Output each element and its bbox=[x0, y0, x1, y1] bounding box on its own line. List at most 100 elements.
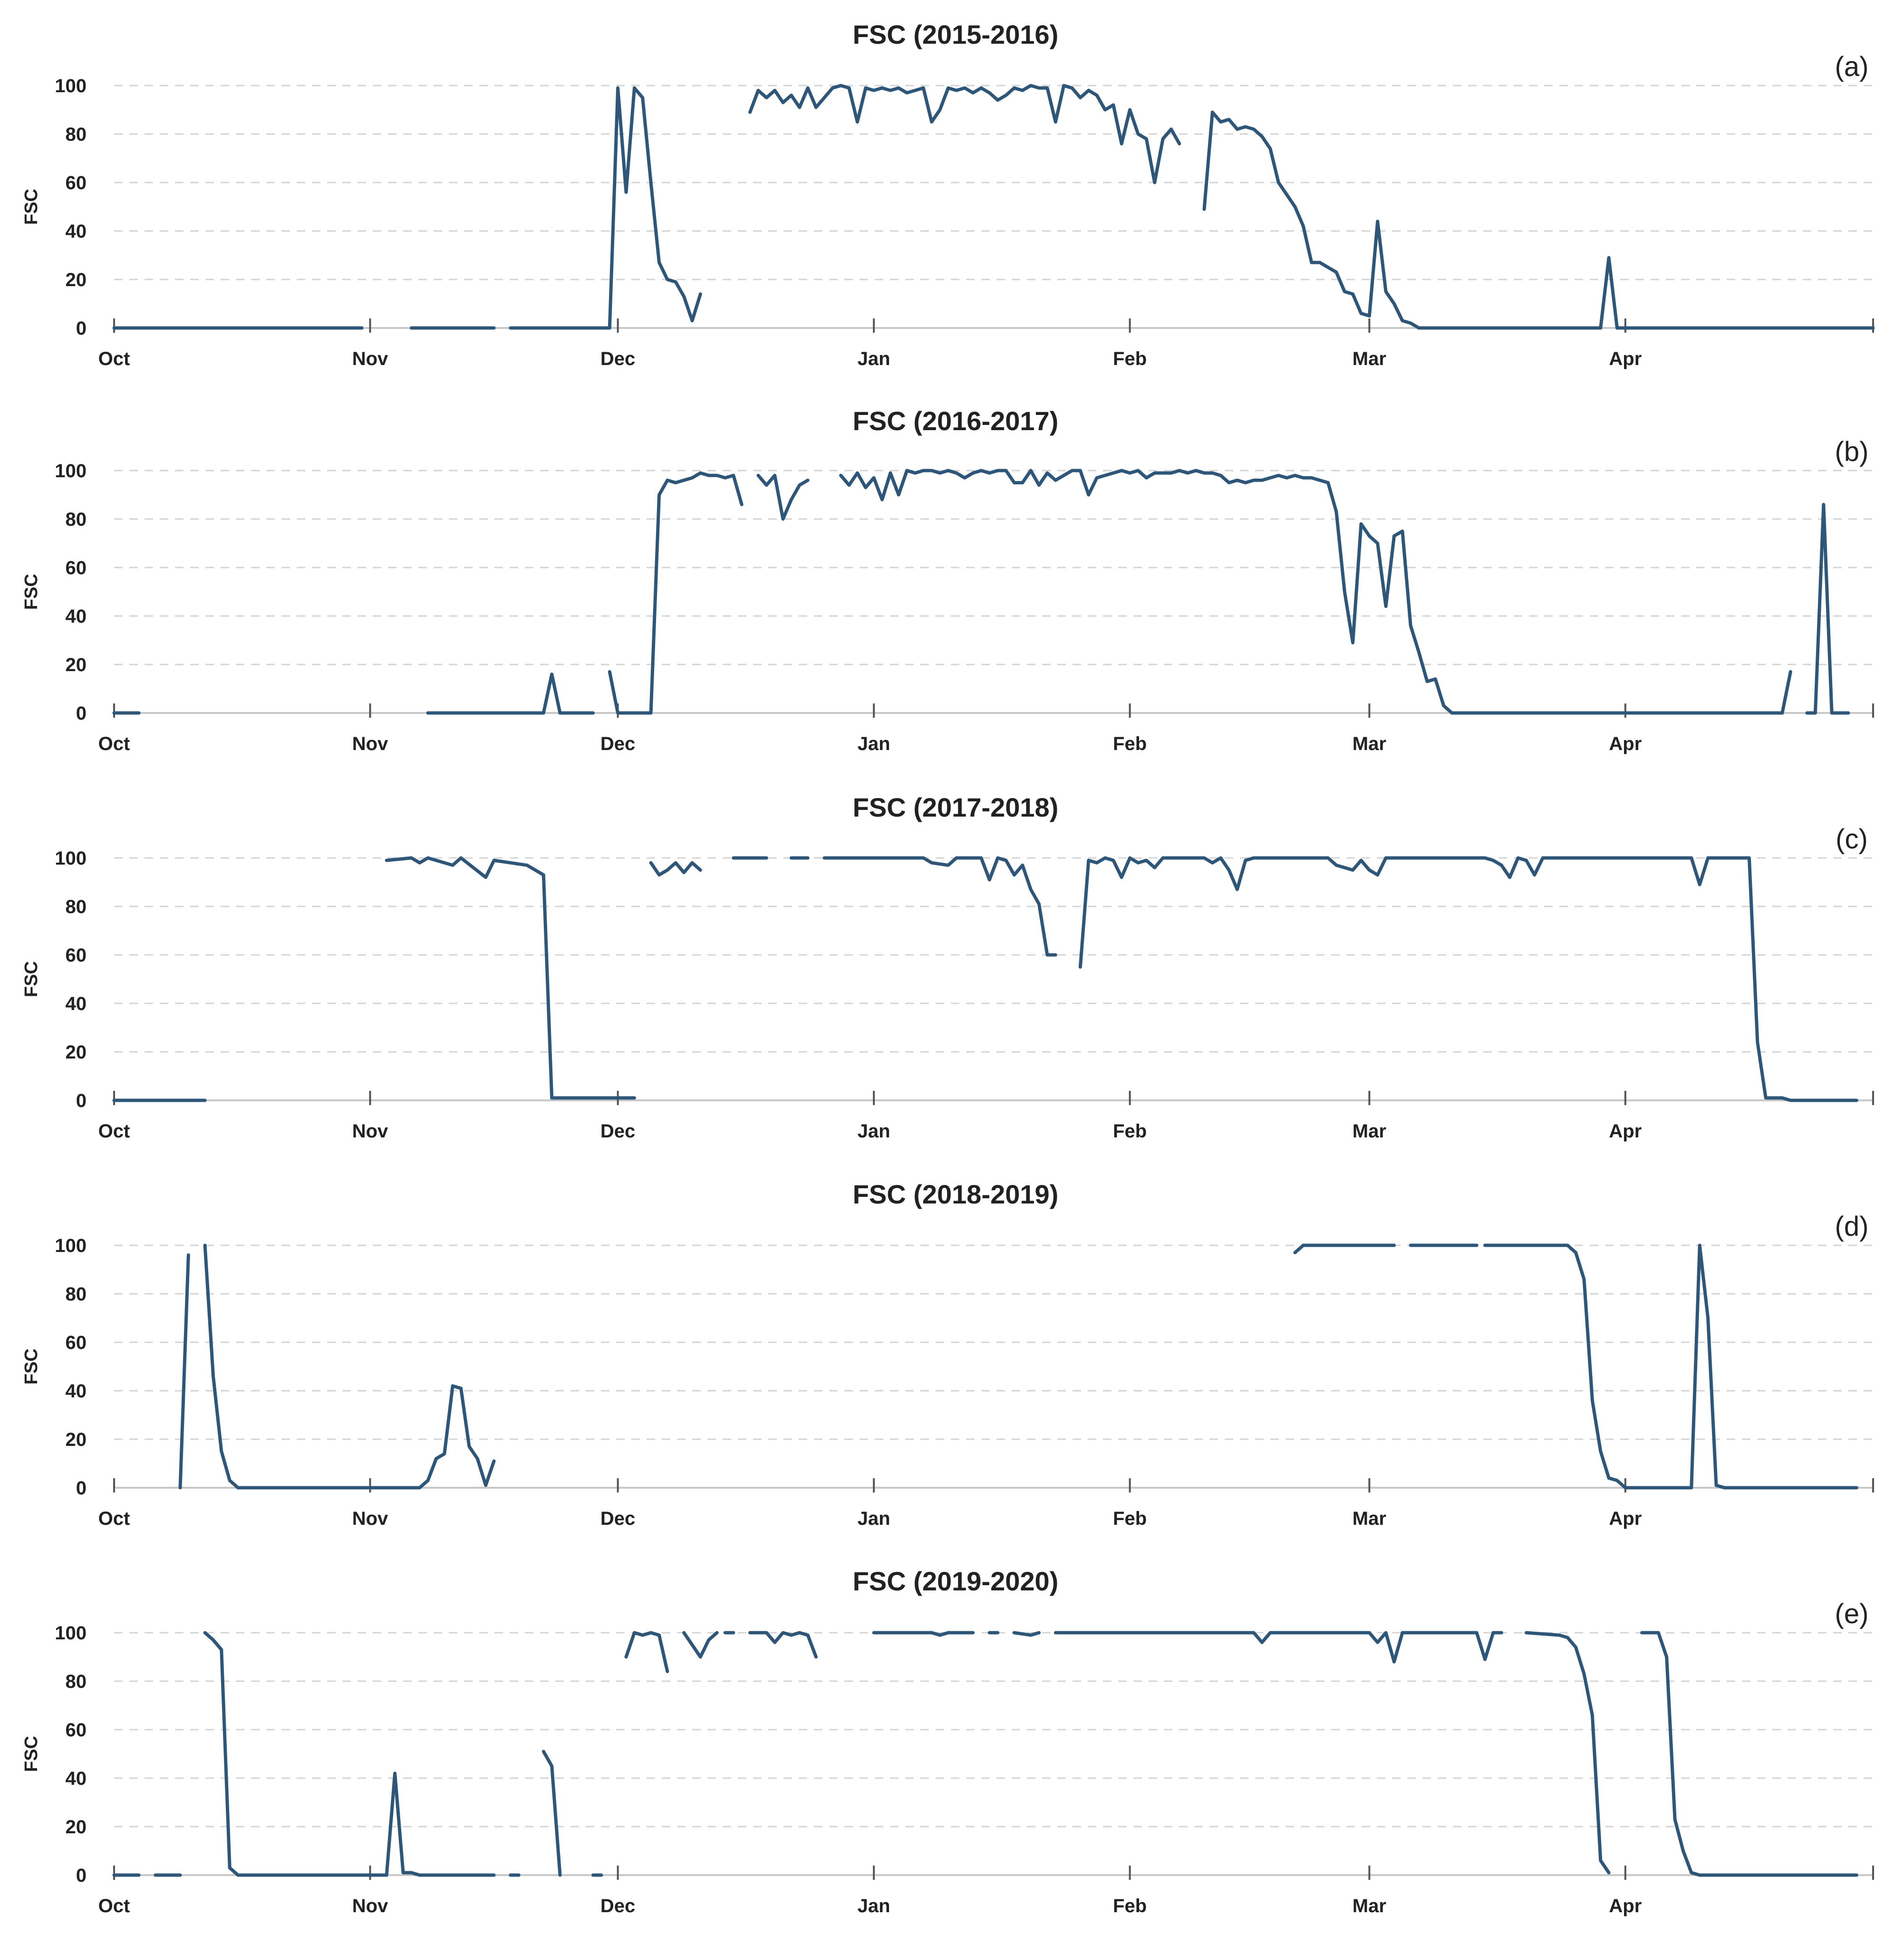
x-tick-label: Apr bbox=[1609, 348, 1642, 369]
x-tick-label: Dec bbox=[600, 1121, 635, 1142]
panel-label: (d) bbox=[1835, 1211, 1869, 1242]
y-tick-label: 40 bbox=[66, 606, 87, 627]
x-tick-label: Mar bbox=[1353, 733, 1386, 754]
x-tick-label: Dec bbox=[600, 1896, 635, 1916]
y-tick-label: 20 bbox=[66, 1429, 87, 1450]
x-tick-label: Jan bbox=[858, 1896, 890, 1916]
y-tick-label: 100 bbox=[55, 1623, 87, 1644]
y-tick-label: 100 bbox=[55, 848, 87, 869]
series-line-segment bbox=[608, 471, 744, 715]
x-tick-label: Apr bbox=[1609, 1896, 1642, 1916]
y-tick-label: 0 bbox=[76, 1090, 87, 1111]
series-line-segment bbox=[1012, 1631, 1041, 1637]
y-tick-label: 20 bbox=[66, 270, 87, 290]
y-tick-label: 100 bbox=[55, 461, 87, 481]
y-tick-label: 20 bbox=[66, 655, 87, 675]
series-line-segment bbox=[1053, 1631, 1503, 1664]
chart-title: FSC (2017-2018) bbox=[853, 792, 1059, 822]
chart-panel-b: FSC (2016-2017) (b) FSC 0 20 40 60 80 100 Oct Nov D… bbox=[21, 406, 1874, 754]
series-line-segment bbox=[203, 1631, 496, 1877]
y-tick-label: 0 bbox=[76, 318, 87, 339]
y-tick-label: 80 bbox=[66, 509, 87, 530]
series-line-segment bbox=[541, 1750, 562, 1877]
chart-title: FSC (2019-2020) bbox=[853, 1566, 1059, 1596]
chart-title: FSC (2016-2017) bbox=[853, 406, 1059, 436]
x-tick-label: Oct bbox=[98, 348, 130, 369]
x-tick-label: Apr bbox=[1609, 1508, 1642, 1529]
series-line-segment bbox=[822, 856, 1057, 957]
x-tick-label: Nov bbox=[352, 733, 388, 754]
series-line-segment bbox=[1805, 502, 1850, 715]
x-tick-label: Dec bbox=[600, 1508, 635, 1529]
y-tick-label: 0 bbox=[76, 1865, 87, 1886]
series-line-segment bbox=[748, 84, 1181, 184]
x-tick-label: Oct bbox=[98, 1508, 130, 1529]
y-tick-label: 20 bbox=[66, 1042, 87, 1063]
y-tick-label: 60 bbox=[66, 1332, 87, 1353]
y-tick-label: 40 bbox=[66, 993, 87, 1014]
x-tick-label: Nov bbox=[352, 1121, 388, 1142]
series-line-segment bbox=[682, 1631, 719, 1659]
y-tick-label: 100 bbox=[55, 1235, 87, 1256]
y-axis-label: FSC bbox=[21, 1348, 41, 1385]
series-line-segment bbox=[1524, 1631, 1611, 1875]
series-line-segment bbox=[748, 1631, 818, 1659]
series-line-segment bbox=[839, 469, 1792, 715]
y-axis-label: FSC bbox=[21, 574, 41, 610]
series-line-segment bbox=[509, 86, 702, 330]
series-line-segment bbox=[426, 672, 595, 715]
x-tick-label: Nov bbox=[352, 348, 388, 369]
panel-label: (b) bbox=[1835, 436, 1869, 467]
x-tick-label: Jan bbox=[858, 1121, 890, 1142]
series-line-segment bbox=[1293, 1243, 1396, 1254]
x-tick-label: Feb bbox=[1113, 1896, 1147, 1916]
y-tick-label: 20 bbox=[66, 1817, 87, 1838]
y-tick-label: 80 bbox=[66, 1671, 87, 1692]
series-line-segment bbox=[1202, 110, 1875, 330]
y-tick-label: 80 bbox=[66, 1284, 87, 1305]
y-axis-label: FSC bbox=[21, 961, 41, 997]
x-tick-label: Mar bbox=[1353, 348, 1386, 369]
series-line-segment bbox=[178, 1253, 190, 1490]
panel-label: (e) bbox=[1835, 1598, 1869, 1629]
x-tick-label: Feb bbox=[1113, 1121, 1147, 1142]
y-axis-label: FSC bbox=[21, 1736, 41, 1772]
x-tick-label: Feb bbox=[1113, 1508, 1147, 1529]
y-tick-label: 80 bbox=[66, 124, 87, 145]
x-tick-label: Oct bbox=[98, 1121, 130, 1142]
series-line-segment bbox=[649, 861, 702, 877]
series-line-segment bbox=[385, 856, 636, 1100]
x-tick-label: Nov bbox=[352, 1508, 388, 1529]
chart-panel-e: FSC (2019-2020) (e) FSC 0 20 40 60 80 100 Oct Nov D… bbox=[21, 1566, 1874, 1916]
x-tick-label: Jan bbox=[858, 1508, 890, 1529]
x-tick-label: Feb bbox=[1113, 733, 1147, 754]
y-tick-label: 60 bbox=[66, 945, 87, 966]
series-line-segment bbox=[1078, 856, 1858, 1102]
chart-title: FSC (2018-2019) bbox=[853, 1179, 1059, 1209]
chart-panel-c: FSC (2017-2018) (c) FSC 0 20 40 60 80 100 Oct Nov D… bbox=[21, 792, 1874, 1142]
x-tick-label: Jan bbox=[858, 348, 890, 369]
x-tick-label: Jan bbox=[858, 733, 890, 754]
y-tick-label: 40 bbox=[66, 1768, 87, 1789]
chart-title: FSC (2015-2016) bbox=[853, 19, 1059, 49]
chart-panel-d: FSC (2018-2019) (d) FSC 0 20 40 60 80 100 Oct Nov D… bbox=[21, 1179, 1874, 1529]
series-line-segment bbox=[203, 1243, 496, 1490]
x-tick-label: Nov bbox=[352, 1896, 388, 1916]
y-tick-label: 80 bbox=[66, 896, 87, 917]
x-tick-label: Oct bbox=[98, 1896, 130, 1916]
series-line-segment bbox=[756, 473, 810, 521]
y-tick-label: 0 bbox=[76, 703, 87, 724]
x-tick-label: Dec bbox=[600, 733, 635, 754]
series-line-segment bbox=[1640, 1631, 1858, 1877]
x-tick-label: Apr bbox=[1609, 1121, 1642, 1142]
y-tick-label: 40 bbox=[66, 1381, 87, 1402]
y-tick-label: 60 bbox=[66, 558, 87, 578]
x-tick-label: Dec bbox=[600, 348, 635, 369]
series-line-segment bbox=[1483, 1243, 1858, 1490]
x-tick-label: Oct bbox=[98, 733, 130, 754]
panel-label: (c) bbox=[1836, 824, 1868, 855]
panel-label: (a) bbox=[1835, 51, 1869, 82]
x-tick-label: Mar bbox=[1353, 1508, 1386, 1529]
y-tick-label: 40 bbox=[66, 221, 87, 242]
